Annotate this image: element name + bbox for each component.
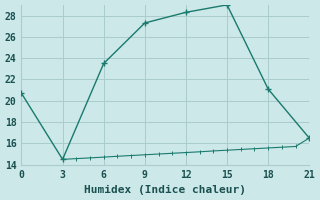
X-axis label: Humidex (Indice chaleur): Humidex (Indice chaleur) [84,185,246,195]
